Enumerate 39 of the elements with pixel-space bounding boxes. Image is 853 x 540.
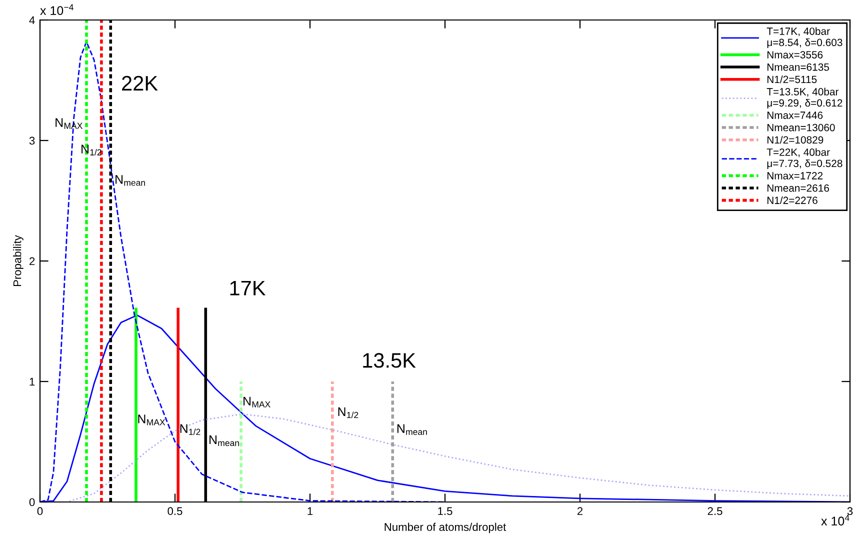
x-tick-label: 3	[847, 507, 853, 516]
annotation: N$_{mean}$	[116, 175, 145, 186]
annotation: N$_{1/2}$	[180, 424, 200, 435]
y-axis-title: Propability	[13, 235, 24, 286]
legend-label: N1/2=2276	[767, 196, 818, 204]
x-axis-title: Number of atoms/droplet	[384, 522, 506, 534]
legend-label: Nmax=7446	[767, 112, 823, 119]
legend-label: Nmean=2616	[767, 184, 829, 192]
annotation: 13.5K	[363, 353, 416, 368]
x-tick-label: 0.5	[168, 507, 182, 516]
x-tick-label: 1	[308, 507, 313, 515]
legend-label: Nmean=13060	[767, 124, 835, 132]
annotation: 17K	[230, 280, 266, 296]
x-tick-label: 2.5	[708, 507, 722, 516]
legend-label: Nmean=6135	[767, 63, 830, 71]
y-tick-label: 1	[30, 378, 35, 386]
annotation: N$_{MAX}$	[56, 118, 82, 129]
x-tick-label: 0	[37, 507, 43, 516]
legend-label: Nmax=1722	[767, 172, 823, 180]
y-tick-label: 2	[30, 257, 35, 266]
annotation: N$_{MAX}$	[138, 414, 166, 426]
annotation: N$_{1/2}$	[338, 407, 358, 418]
annotation: N$_{mean}$	[210, 435, 239, 446]
annotation: N$_{MAX}$	[244, 396, 270, 408]
legend-label: T=13.5K, 40bar μ=9.29, δ=0.612	[766, 88, 842, 109]
y-tick-label: 0	[29, 498, 35, 506]
y-tick-label: 4	[29, 16, 35, 24]
x-tick-label: 1.5	[438, 507, 452, 516]
legend-label: T=17K, 40bar μ=8.54, δ=0.603	[766, 27, 842, 48]
annotation: 22K	[122, 76, 158, 90]
annotation: N$_{mean}$	[397, 424, 427, 435]
x-tick-label: 2	[577, 507, 583, 515]
legend-label: N1/2=10829	[767, 136, 824, 144]
legend-label: N1/2=5115	[767, 75, 817, 84]
text: x 10$^{−4}$	[40, 4, 74, 16]
legend-label: Nmax=3556	[767, 51, 823, 58]
y-tick-label: 3	[29, 136, 35, 145]
legend-label: T=22K, 40bar μ=7.73, δ=0.528	[766, 148, 842, 170]
text: x 10$^{4}$	[821, 514, 850, 526]
